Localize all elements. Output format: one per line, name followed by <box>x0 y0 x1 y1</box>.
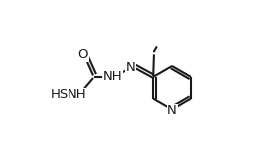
Text: NH: NH <box>103 70 122 83</box>
Text: NH: NH <box>67 88 86 102</box>
Text: HS: HS <box>50 88 69 102</box>
Text: N: N <box>126 61 136 74</box>
Text: N: N <box>167 104 177 117</box>
Text: O: O <box>78 48 88 61</box>
